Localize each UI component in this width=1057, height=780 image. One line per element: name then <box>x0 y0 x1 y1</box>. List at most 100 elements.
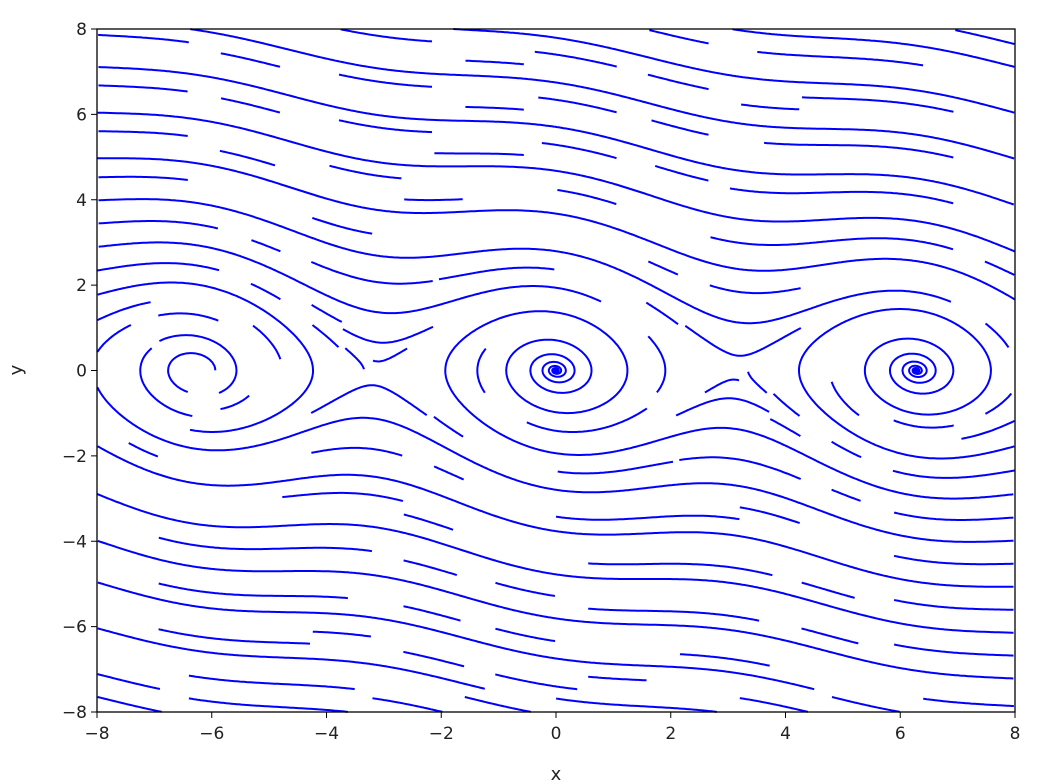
streamline <box>97 301 151 322</box>
streamline <box>220 394 250 411</box>
streamline <box>588 562 773 577</box>
streamline <box>434 152 524 156</box>
streamline <box>647 73 709 91</box>
streamline <box>893 599 1014 611</box>
streamline <box>893 554 1014 566</box>
streamline <box>98 198 952 325</box>
streamline <box>588 675 647 682</box>
streamline <box>97 281 314 433</box>
streamline <box>984 392 1013 415</box>
streamline <box>158 582 348 600</box>
streamline <box>372 697 443 713</box>
y-tick-label: 2 <box>76 276 87 296</box>
streamline <box>764 141 954 159</box>
streamline <box>555 514 740 521</box>
streamline <box>329 164 402 180</box>
x-tick-label: 8 <box>1010 724 1021 744</box>
streamline <box>739 506 800 525</box>
streamline <box>98 175 188 181</box>
streamline <box>684 325 802 357</box>
x-tick-label: −8 <box>84 724 109 744</box>
streamline <box>340 28 433 43</box>
streamline <box>740 103 800 111</box>
streamline <box>139 347 193 417</box>
streamline <box>955 29 1015 45</box>
y-tick-label: −8 <box>62 703 87 723</box>
streamline <box>282 491 404 503</box>
streamline <box>830 381 860 417</box>
streamline <box>98 33 189 44</box>
x-tick-label: 2 <box>665 724 676 744</box>
y-tick-label: −2 <box>62 447 87 467</box>
streamline <box>96 324 132 353</box>
streamline <box>312 216 373 235</box>
x-tick-label: 6 <box>895 724 906 744</box>
streamline <box>465 105 524 111</box>
streamline <box>739 697 809 713</box>
streamline <box>97 262 220 272</box>
streamline <box>96 493 1014 634</box>
x-tick-label: −4 <box>314 724 339 744</box>
streamline <box>342 325 434 344</box>
streamline <box>557 460 674 475</box>
streamline <box>98 130 188 137</box>
streamline <box>679 456 802 480</box>
streamline <box>97 111 1016 253</box>
streamline <box>438 266 555 281</box>
streamline <box>464 696 531 713</box>
streamline <box>310 384 428 416</box>
streamline <box>97 627 486 690</box>
streamline <box>98 220 219 230</box>
streamline <box>97 581 815 691</box>
streamline <box>831 696 900 713</box>
streamline <box>893 511 1014 521</box>
axis-ticks: −8 −6 −4 −2 0 2 4 6 8 −8 −6 −4 −2 0 2 4 6 8 <box>62 20 1020 744</box>
streamline <box>188 674 355 691</box>
streamline <box>495 581 556 597</box>
streamline <box>311 324 340 348</box>
streamline <box>167 352 217 393</box>
streamline <box>495 627 556 643</box>
streamline <box>96 386 1014 543</box>
streamline <box>98 241 602 315</box>
streamline <box>709 284 801 295</box>
streamline <box>403 513 454 531</box>
streamline <box>534 50 617 68</box>
streamline <box>679 653 770 667</box>
streamline <box>252 324 282 360</box>
streamline <box>433 415 464 438</box>
streamline <box>892 469 1015 479</box>
y-tick-label: 4 <box>76 191 87 211</box>
streamline <box>433 465 465 481</box>
streamline <box>158 536 373 553</box>
streamline <box>831 488 861 502</box>
streamline <box>893 419 954 429</box>
streamlines <box>96 28 1016 713</box>
streamline <box>757 50 924 67</box>
streamline <box>710 236 954 251</box>
streamline <box>188 697 348 713</box>
streamline <box>404 198 463 202</box>
streamline <box>219 149 276 167</box>
streamline <box>801 581 855 599</box>
streamline <box>649 29 709 45</box>
streamline <box>344 347 365 370</box>
streamline <box>453 28 1015 114</box>
streamline <box>310 261 433 285</box>
streamline <box>541 142 617 160</box>
streamline <box>675 397 770 417</box>
streamline <box>158 628 310 645</box>
streamline <box>557 189 617 205</box>
streamline <box>476 347 487 394</box>
streamline <box>831 440 862 459</box>
streamline <box>555 697 717 713</box>
streamline <box>312 630 372 638</box>
y-tick-label: 8 <box>76 20 87 40</box>
streamline <box>495 673 578 691</box>
y-axis-label: y <box>6 364 27 375</box>
streamline <box>772 393 801 417</box>
streamline <box>647 260 679 276</box>
streamline <box>220 52 281 68</box>
x-tick-label: 0 <box>551 724 562 744</box>
